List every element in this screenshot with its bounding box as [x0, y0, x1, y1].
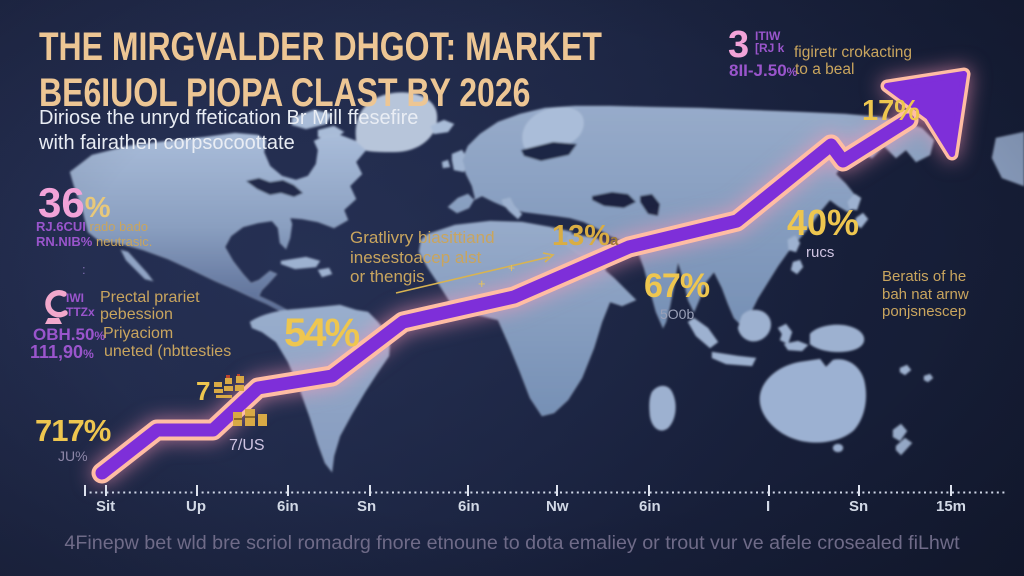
svg-text:+: +	[508, 261, 515, 275]
svg-text:+: +	[478, 276, 486, 291]
